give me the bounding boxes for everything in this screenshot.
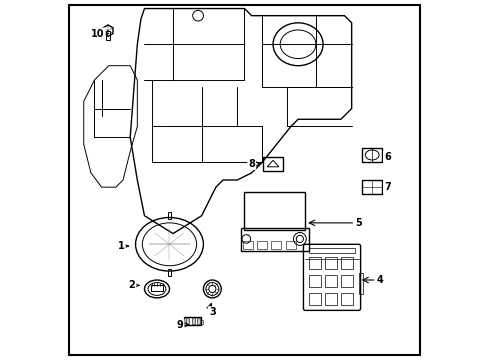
Bar <box>167 212 171 219</box>
Text: 7: 7 <box>383 182 390 192</box>
Bar <box>324 257 337 269</box>
Bar <box>362 180 381 194</box>
Bar <box>308 257 321 269</box>
Bar <box>263 157 283 171</box>
Bar <box>167 269 171 276</box>
Bar <box>186 318 189 324</box>
Bar <box>257 241 266 249</box>
Bar <box>324 275 337 287</box>
Text: 2: 2 <box>128 280 135 291</box>
Bar <box>241 228 308 251</box>
Bar <box>340 257 353 269</box>
Bar <box>106 31 110 40</box>
Bar <box>150 285 163 291</box>
Text: 3: 3 <box>208 307 215 317</box>
Text: 10: 10 <box>91 28 104 39</box>
Text: 5: 5 <box>355 218 362 228</box>
Bar <box>197 318 200 324</box>
Bar <box>308 248 354 253</box>
Bar <box>340 275 353 287</box>
Text: 6: 6 <box>383 152 390 162</box>
Text: 1: 1 <box>118 241 124 251</box>
Bar <box>362 148 381 162</box>
Bar <box>340 293 353 305</box>
Bar <box>242 241 252 249</box>
Bar <box>244 192 305 230</box>
Bar <box>271 241 281 249</box>
Bar <box>324 293 337 305</box>
Bar <box>358 273 363 294</box>
Bar <box>182 320 183 324</box>
Bar <box>201 320 203 324</box>
Text: 4: 4 <box>376 275 383 285</box>
Bar <box>285 241 295 249</box>
Bar <box>308 275 321 287</box>
Bar <box>183 317 201 325</box>
Bar <box>308 293 321 305</box>
Text: 8: 8 <box>248 159 255 169</box>
Text: 9: 9 <box>177 320 183 330</box>
Bar <box>191 318 194 324</box>
